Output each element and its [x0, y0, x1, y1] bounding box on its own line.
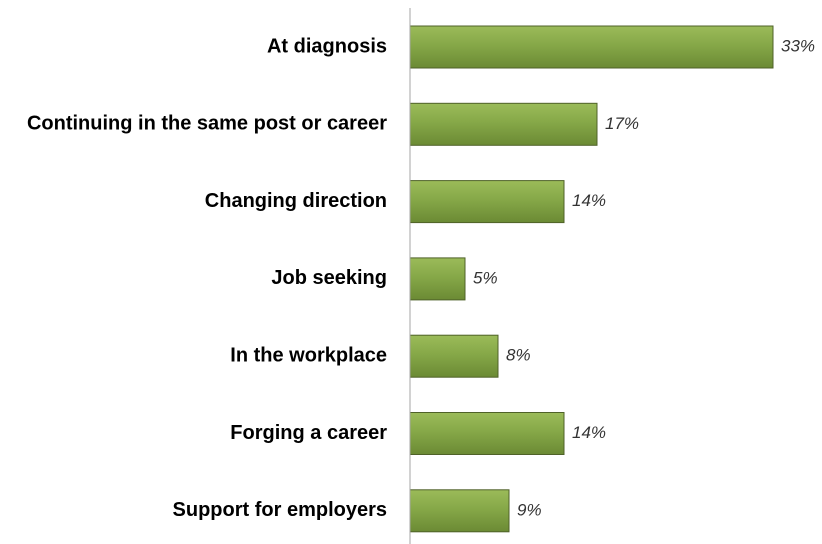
category-label: Forging a career [230, 422, 387, 444]
category-label: Job seeking [271, 267, 387, 289]
category-label: Changing direction [205, 190, 387, 212]
category-label: Continuing in the same post or career [27, 113, 387, 135]
value-label: 9% [517, 500, 542, 519]
bars-group [409, 25, 774, 533]
value-label: 14% [572, 423, 606, 442]
category-label: In the workplace [230, 344, 387, 366]
bar-0 [409, 25, 774, 69]
bar-5 [409, 412, 565, 455]
value-label: 8% [506, 346, 531, 365]
value-label: 17% [605, 114, 639, 133]
category-label: Support for employers [173, 499, 387, 521]
value-label: 33% [781, 36, 815, 55]
value-label: 5% [473, 268, 498, 287]
bar-1 [409, 102, 598, 146]
labels-group: At diagnosis 33% Continuing in the same po… [27, 35, 815, 521]
bar-3 [409, 257, 466, 301]
bar-2 [409, 180, 565, 224]
category-label: At diagnosis [267, 35, 387, 57]
value-label: 14% [572, 191, 606, 210]
bar-6 [409, 489, 510, 533]
bar-4 [409, 334, 499, 378]
